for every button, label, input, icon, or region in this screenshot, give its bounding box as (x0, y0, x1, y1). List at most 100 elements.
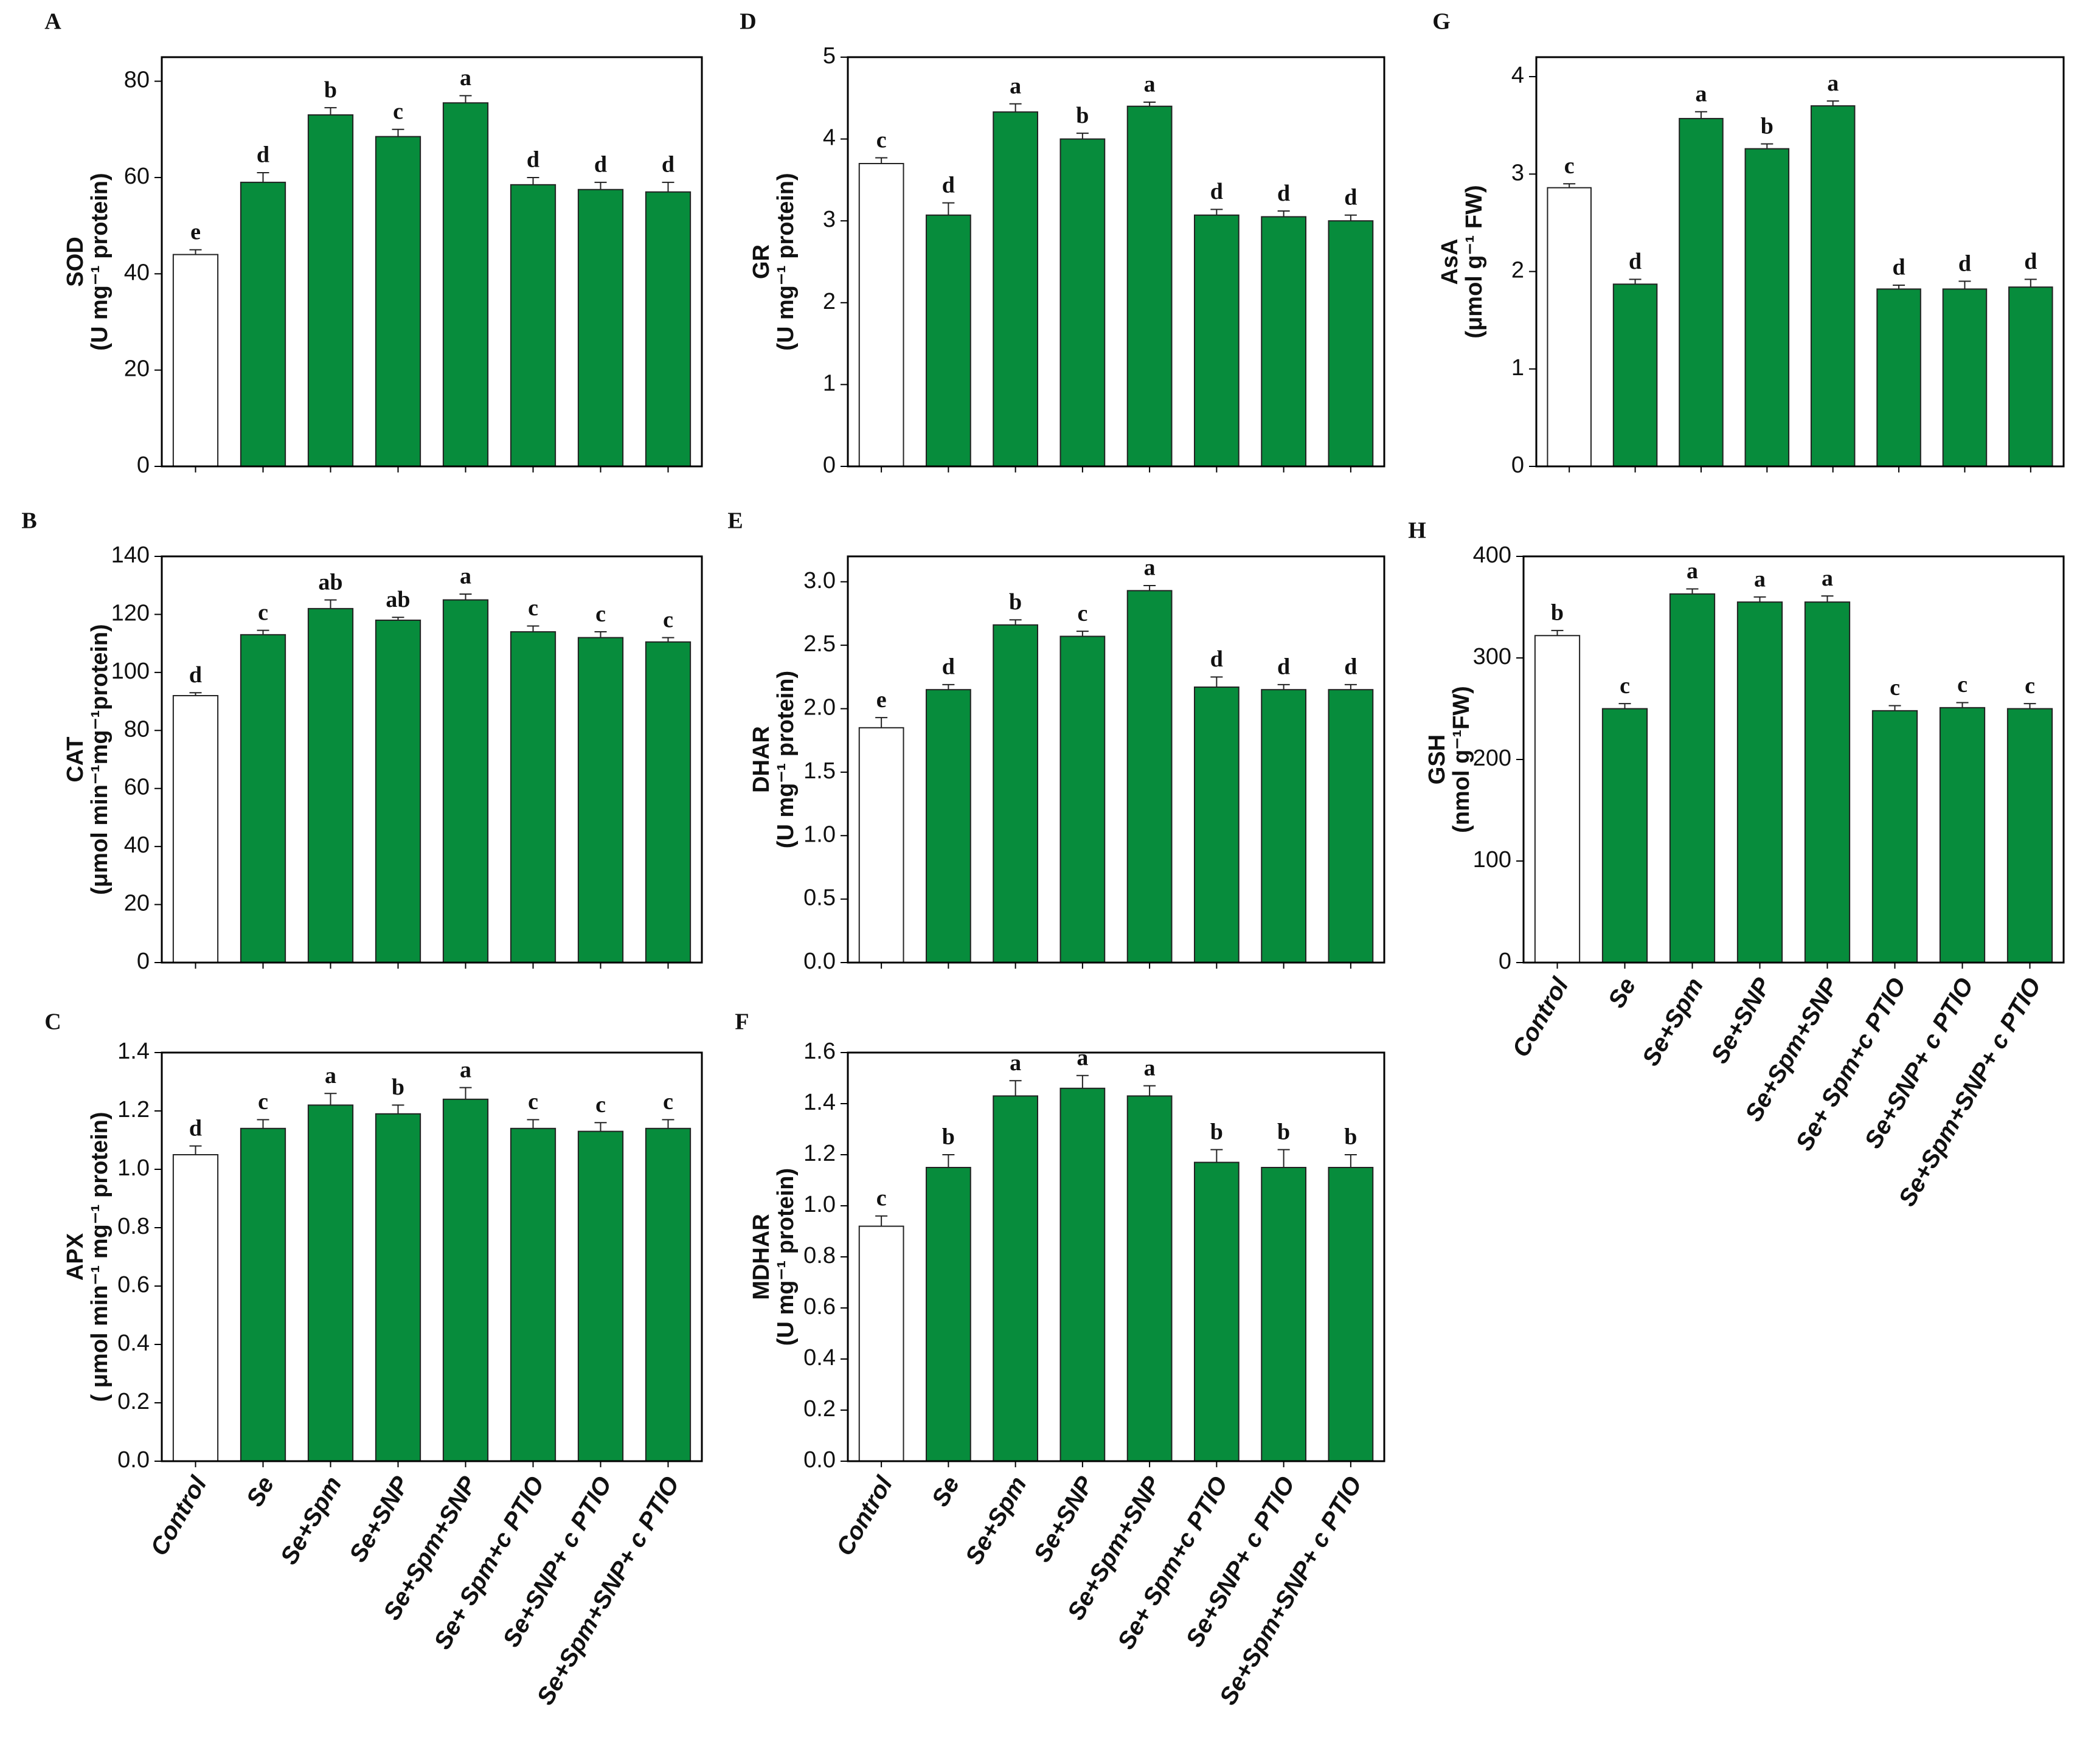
y-axis-unit: (U mg⁻¹ protein) (87, 173, 113, 350)
bar (442, 1098, 489, 1462)
x-tick-label: Se (241, 1472, 280, 1511)
bar (2006, 708, 2053, 963)
bar (510, 184, 557, 467)
bar (510, 631, 557, 963)
y-tick-label: 0.8 (803, 1243, 836, 1268)
significance-letter: d (942, 172, 955, 198)
significance-letter: c (528, 1089, 538, 1115)
bar (2008, 286, 2053, 467)
significance-letter: b (1344, 1124, 1357, 1150)
y-axis-unit: (U mg⁻¹ protein) (773, 1168, 799, 1346)
y-tick-label: 0.0 (117, 1447, 150, 1473)
y-axis-label: AsA (1437, 238, 1463, 285)
y-tick-label: 1.0 (117, 1155, 150, 1181)
y-tick-label: 2.5 (803, 631, 836, 657)
panel-label: G (1432, 9, 1451, 35)
bar (172, 1154, 219, 1462)
bar (375, 136, 421, 467)
bar (1059, 1087, 1106, 1462)
panel-label: F (735, 1009, 749, 1035)
plot-frame (161, 555, 703, 964)
y-axis-label: CAT (63, 736, 88, 782)
significance-letter: a (1695, 81, 1707, 106)
significance-letter: a (1827, 71, 1839, 96)
y-tick-label: 0.2 (803, 1396, 836, 1422)
significance-letter: e (876, 687, 887, 713)
significance-letter: d (1210, 179, 1223, 204)
y-tick-label: 3.0 (803, 568, 836, 593)
significance-letter: c (595, 1092, 606, 1118)
bar (925, 214, 971, 467)
y-tick-label: 2 (1511, 258, 1524, 283)
panel-label: E (727, 508, 743, 534)
y-tick-label: 0.5 (803, 885, 836, 911)
significance-letter: d (662, 152, 674, 178)
y-tick-label: 3 (1511, 160, 1524, 185)
bar (577, 637, 624, 963)
y-axis-unit: (μmol g⁻¹ FW) (1462, 185, 1487, 338)
y-tick-label: 0.2 (117, 1389, 150, 1414)
y-tick-label: 0 (1511, 452, 1524, 478)
bar (172, 695, 219, 963)
bar (1059, 635, 1106, 963)
plot-frame (161, 56, 703, 468)
y-tick-label: 1.2 (117, 1097, 150, 1122)
plot-frame (161, 1051, 703, 1462)
bar (858, 162, 904, 467)
significance-letter: c (1077, 601, 1087, 626)
y-axis-label: GSH (1424, 735, 1450, 784)
significance-letter: a (1010, 73, 1021, 99)
bar (858, 727, 904, 963)
y-tick-label: 40 (124, 832, 150, 858)
y-tick-label: 0 (137, 452, 150, 478)
significance-letter: ab (318, 569, 342, 595)
bar (1804, 601, 1851, 963)
significance-letter: a (1687, 558, 1698, 584)
plot-frame (1535, 56, 2065, 468)
bar (1126, 105, 1173, 467)
significance-letter: c (663, 607, 673, 632)
significance-letter: d (1210, 646, 1223, 672)
x-tick-label: Control (831, 1472, 898, 1560)
y-tick-label: 0.6 (803, 1294, 836, 1320)
bar (1876, 288, 1921, 467)
bar (1328, 220, 1374, 467)
significance-letter: c (393, 99, 403, 124)
y-tick-label: 0.6 (117, 1272, 150, 1298)
x-tick-label: Se+Spm (960, 1472, 1032, 1569)
significance-letter: a (460, 65, 471, 91)
bar (645, 1127, 692, 1462)
bar (1939, 707, 1986, 963)
bar (1193, 687, 1240, 963)
panel-label: H (1408, 518, 1426, 544)
bar (1744, 148, 1790, 468)
y-tick-label: 120 (111, 600, 150, 626)
significance-letter: a (460, 564, 471, 589)
y-tick-label: 1.4 (117, 1039, 150, 1064)
bar (375, 619, 421, 963)
y-axis-label: MDHAR (749, 1214, 774, 1299)
bar (1547, 187, 1592, 467)
bar (240, 1127, 286, 1462)
bar (1612, 283, 1658, 467)
x-tick-label: Se (927, 1472, 965, 1511)
significance-letter: a (460, 1057, 471, 1082)
significance-letter: a (1144, 1055, 1156, 1081)
x-tick-label: Se+SNP (344, 1472, 415, 1567)
x-tick-label: Se+SNP (1706, 974, 1777, 1068)
bar (1193, 214, 1240, 467)
bar (1810, 105, 1856, 468)
plot-frame (847, 1051, 1385, 1462)
y-axis-unit: (μmol min⁻¹mg⁻¹protein) (87, 624, 113, 894)
y-tick-label: 80 (124, 67, 150, 93)
y-axis-unit: (U mg⁻¹ protein) (773, 671, 799, 848)
plot-frame (1522, 555, 2065, 964)
significance-letter: d (1344, 654, 1357, 680)
bar (1126, 590, 1173, 963)
significance-letter: d (942, 654, 955, 680)
panel-label: A (44, 9, 61, 35)
y-tick-label: 0 (823, 452, 836, 478)
y-tick-label: 1.0 (803, 1192, 836, 1217)
significance-letter: a (1077, 1045, 1088, 1071)
significance-letter: d (257, 142, 269, 168)
